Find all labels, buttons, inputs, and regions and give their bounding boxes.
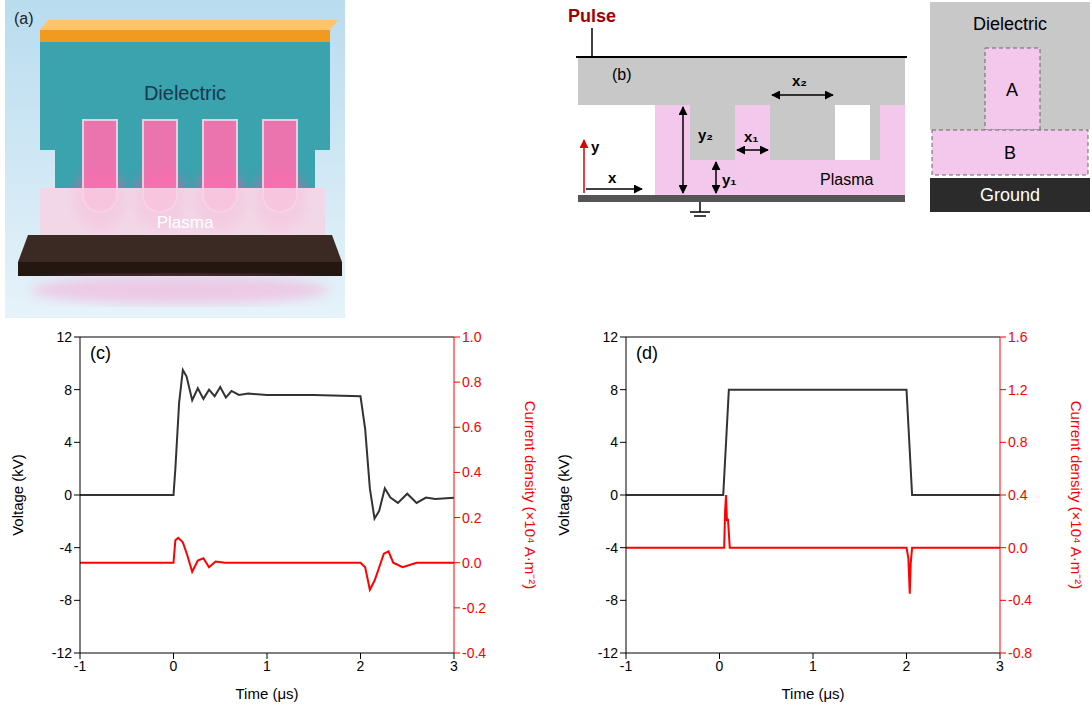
svg-text:x: x xyxy=(608,169,617,186)
svg-text:Dielectric: Dielectric xyxy=(973,14,1047,34)
svg-text:Voltage (kV): Voltage (kV) xyxy=(9,454,26,536)
svg-text:0: 0 xyxy=(170,658,178,674)
svg-text:-8: -8 xyxy=(60,592,73,608)
svg-text:Dielectric: Dielectric xyxy=(144,82,226,104)
svg-text:-12: -12 xyxy=(52,645,72,661)
svg-text:12: 12 xyxy=(602,329,618,345)
svg-text:0: 0 xyxy=(610,487,618,503)
svg-text:1.6: 1.6 xyxy=(1008,329,1028,345)
svg-text:0.2: 0.2 xyxy=(462,510,482,526)
svg-text:Time (μs): Time (μs) xyxy=(235,685,298,702)
svg-text:B: B xyxy=(1004,143,1016,163)
svg-text:3: 3 xyxy=(996,658,1004,674)
svg-text:3: 3 xyxy=(450,658,458,674)
svg-text:0.0: 0.0 xyxy=(462,555,482,571)
svg-text:Ground: Ground xyxy=(980,185,1040,205)
svg-text:Current density (×10⁴ A·m⁻²): Current density (×10⁴ A·m⁻²) xyxy=(522,401,539,590)
svg-text:8: 8 xyxy=(64,382,72,398)
svg-text:0.4: 0.4 xyxy=(1008,487,1028,503)
html-text:(d): (d) xyxy=(636,343,658,363)
svg-text:1.2: 1.2 xyxy=(1008,382,1028,398)
svg-text:0: 0 xyxy=(64,487,72,503)
svg-text:-1: -1 xyxy=(74,658,87,674)
svg-text:1.0: 1.0 xyxy=(462,329,482,345)
svg-text:-0.8: -0.8 xyxy=(1008,645,1032,661)
svg-text:8: 8 xyxy=(610,382,618,398)
svg-text:Time (μs): Time (μs) xyxy=(781,685,844,702)
svg-text:-4: -4 xyxy=(60,540,73,556)
svg-text:0: 0 xyxy=(716,658,724,674)
svg-text:1: 1 xyxy=(263,658,271,674)
svg-text:-0.2: -0.2 xyxy=(462,600,486,616)
svg-text:0.0: 0.0 xyxy=(1008,540,1028,556)
svg-text:-0.4: -0.4 xyxy=(462,645,486,661)
svg-text:y₁: y₁ xyxy=(722,171,737,188)
svg-text:A: A xyxy=(1006,80,1018,100)
svg-text:x₁: x₁ xyxy=(744,128,759,145)
svg-text:4: 4 xyxy=(610,434,618,450)
svg-text:x₂: x₂ xyxy=(792,72,807,89)
svg-text:Plasma: Plasma xyxy=(157,213,214,232)
svg-text:12: 12 xyxy=(56,329,72,345)
svg-text:y₂: y₂ xyxy=(698,126,713,143)
svg-text:0.8: 0.8 xyxy=(1008,434,1028,450)
html-text:(c): (c) xyxy=(90,343,111,363)
svg-text:2: 2 xyxy=(357,658,365,674)
svg-text:1: 1 xyxy=(809,658,817,674)
svg-text:-8: -8 xyxy=(606,592,619,608)
svg-text:-4: -4 xyxy=(606,540,619,556)
svg-text:Plasma: Plasma xyxy=(820,171,873,188)
svg-text:Pulse: Pulse xyxy=(568,6,616,26)
svg-text:-1: -1 xyxy=(620,658,633,674)
svg-text:0.6: 0.6 xyxy=(462,419,482,435)
svg-text:-12: -12 xyxy=(598,645,618,661)
svg-text:Current density (×10⁴ A·m⁻²): Current density (×10⁴ A·m⁻²) xyxy=(1068,401,1085,590)
svg-text:y: y xyxy=(591,138,600,155)
svg-text:2: 2 xyxy=(903,658,911,674)
svg-text:Voltage (kV): Voltage (kV) xyxy=(555,454,572,536)
svg-text:0.4: 0.4 xyxy=(462,464,482,480)
svg-text:(a): (a) xyxy=(14,10,34,27)
svg-text:4: 4 xyxy=(64,434,72,450)
svg-text:0.8: 0.8 xyxy=(462,374,482,390)
svg-text:(b): (b) xyxy=(612,66,632,83)
svg-text:-0.4: -0.4 xyxy=(1008,592,1032,608)
